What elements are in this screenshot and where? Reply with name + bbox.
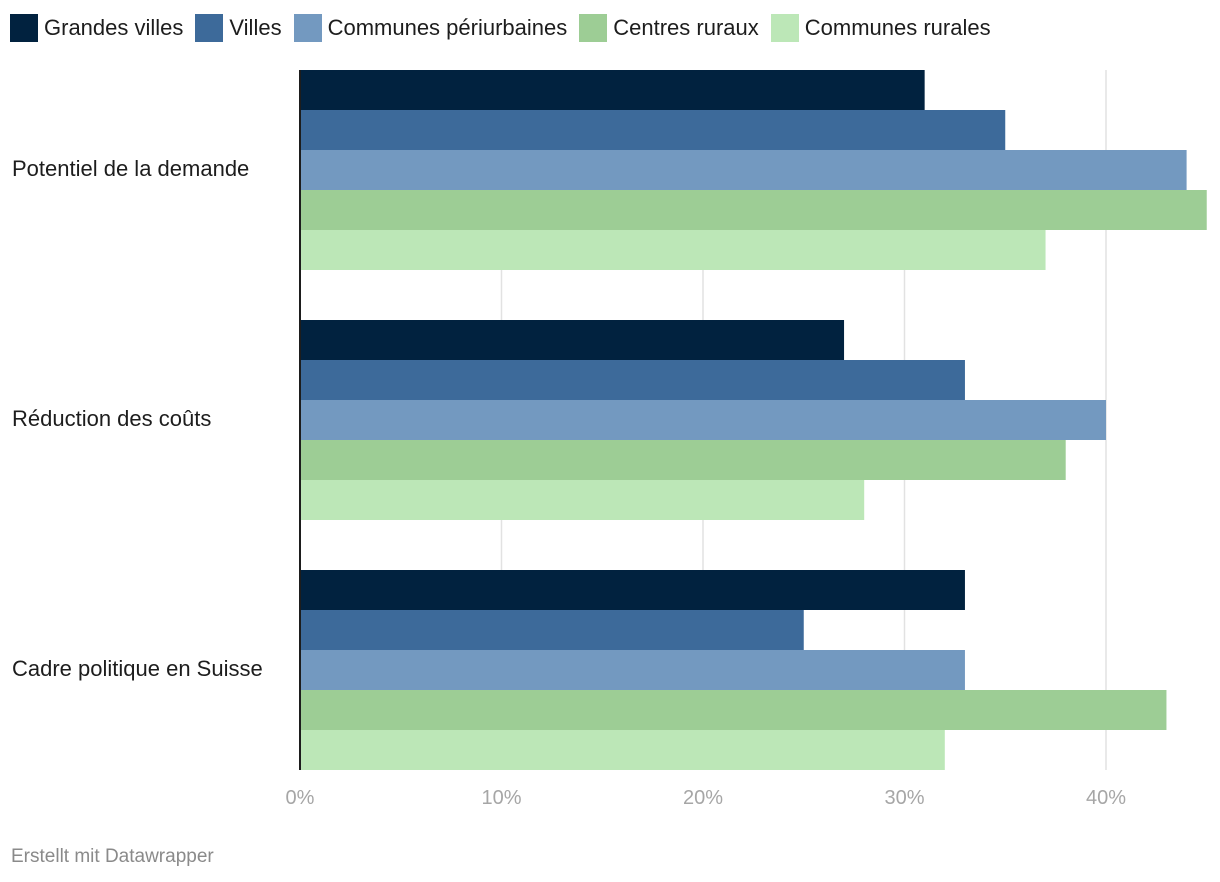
bar bbox=[300, 70, 925, 110]
x-tick-label: 40% bbox=[1086, 787, 1126, 809]
legend-swatch bbox=[579, 14, 608, 42]
legend-swatch bbox=[10, 14, 38, 42]
bar bbox=[300, 650, 965, 690]
legend-item: Grandes villes bbox=[10, 14, 183, 42]
bar bbox=[300, 570, 965, 610]
legend-label: Villes bbox=[229, 15, 282, 40]
x-tick-label: 0% bbox=[286, 787, 315, 809]
legend-item: Centres ruraux bbox=[579, 14, 759, 42]
bar bbox=[300, 320, 845, 360]
legend: Grandes villes Villes Communes périurbaine… bbox=[10, 12, 1003, 44]
x-tick-label: 20% bbox=[683, 787, 723, 809]
bar bbox=[300, 360, 965, 400]
bar bbox=[300, 400, 1106, 440]
bar bbox=[300, 230, 1046, 270]
legend-swatch bbox=[195, 14, 224, 42]
legend-label: Communes rurales bbox=[804, 15, 991, 40]
bar bbox=[300, 440, 1066, 480]
category-label: Réduction des coûts bbox=[12, 406, 211, 431]
legend-swatch bbox=[770, 14, 799, 42]
legend-swatch bbox=[293, 14, 322, 42]
legend-label: Grandes villes bbox=[44, 15, 184, 40]
bar bbox=[300, 480, 865, 520]
category-label: Cadre politique en Suisse bbox=[12, 656, 263, 681]
bar bbox=[300, 190, 1207, 230]
footer-credit: Erstellt mit Datawrapper bbox=[11, 846, 214, 867]
legend-item: Villes bbox=[195, 14, 282, 42]
bar bbox=[300, 730, 945, 770]
bar bbox=[300, 150, 1187, 190]
legend-label: Communes périurbaines bbox=[327, 15, 568, 40]
bar bbox=[300, 110, 1006, 150]
category-label: Potentiel de la demande bbox=[12, 156, 249, 181]
legend-item: Communes rurales bbox=[770, 14, 991, 42]
x-tick-label: 30% bbox=[884, 787, 924, 809]
legend-item: Communes périurbaines bbox=[293, 14, 568, 42]
bar bbox=[300, 690, 1167, 730]
bar bbox=[300, 610, 804, 650]
x-tick-label: 10% bbox=[481, 787, 521, 809]
legend-label: Centres ruraux bbox=[613, 15, 759, 40]
